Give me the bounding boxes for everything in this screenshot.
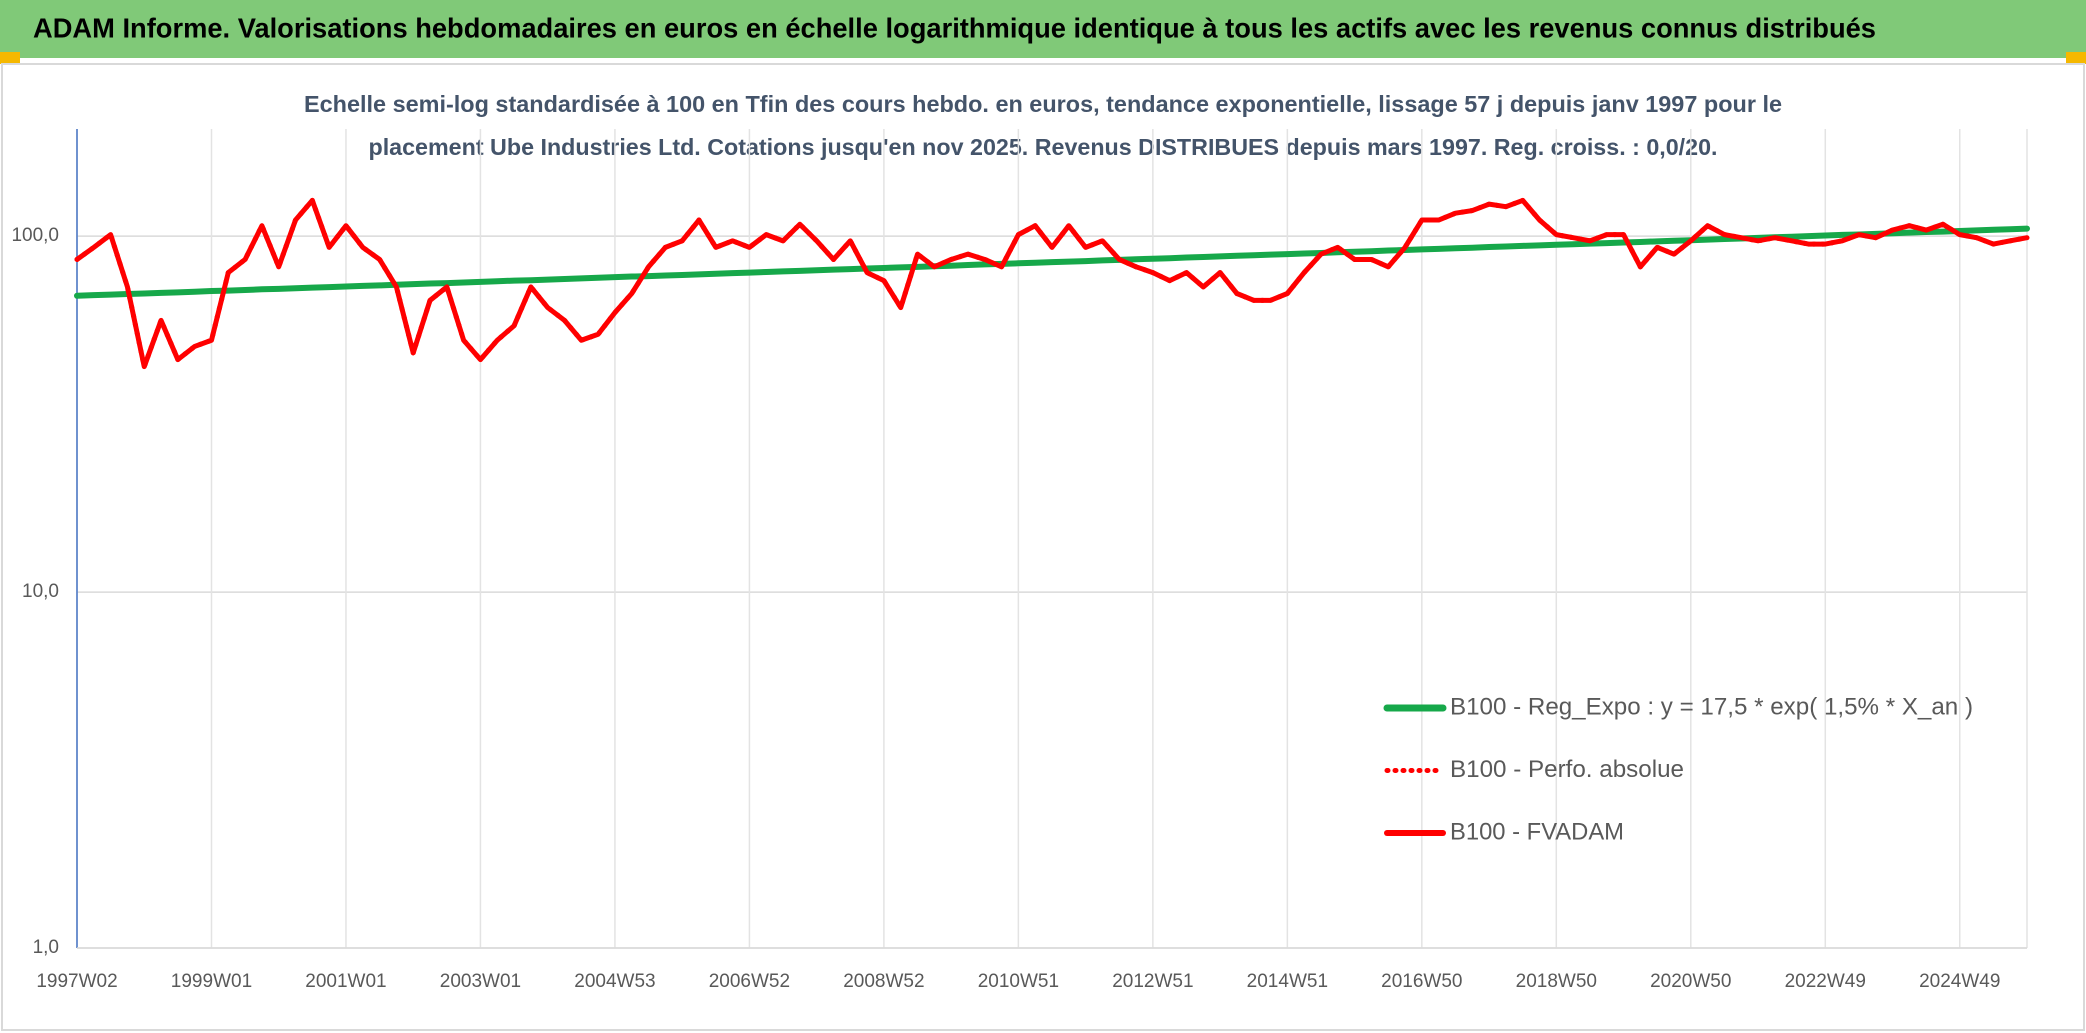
x-tick-label: 2006W52 (709, 971, 790, 992)
series-line (74, 197, 2030, 370)
x-tick-label: 2014W51 (1247, 971, 1328, 992)
x-tick-label: 2020W50 (1650, 971, 1731, 992)
corner-mark (2066, 52, 2086, 64)
x-tick-label: 2022W49 (1785, 971, 1866, 992)
x-tick-label: 1999W01 (171, 971, 252, 992)
x-tick-label: 2004W53 (574, 971, 655, 992)
chart-subtitle: Echelle semi-log standardisée à 100 en T… (304, 91, 1782, 117)
x-tick-label: 2012W51 (1112, 971, 1193, 992)
y-tick-label: 1,0 (33, 937, 59, 958)
legend-label: B100 - Reg_Expo : y = 17,5 * exp( 1,5% *… (1450, 693, 1973, 720)
x-tick-label: 2008W52 (843, 971, 924, 992)
y-tick-label: 10,0 (22, 581, 59, 602)
x-tick-label: 2010W51 (978, 971, 1059, 992)
legend-label: B100 - Perfo. absolue (1450, 756, 1684, 783)
x-tick-label: 2001W01 (305, 971, 386, 992)
x-tick-label: 2024W49 (1919, 971, 2000, 992)
header-bar (0, 0, 2086, 58)
x-tick-label: 2003W01 (440, 971, 521, 992)
series-line (74, 225, 2030, 299)
x-tick-label: 2018W50 (1516, 971, 1597, 992)
header-title: ADAM Informe. Valorisations hebdomadaire… (33, 12, 1876, 43)
x-tick-label: 1997W02 (36, 971, 117, 992)
corner-mark (0, 52, 20, 64)
y-tick-label: 100,0 (11, 225, 59, 246)
x-tick-label: 2016W50 (1381, 971, 1462, 992)
chart-panel (1, 63, 2085, 1031)
chart-subtitle: placement Ube Industries Ltd. Cotations … (369, 134, 1718, 160)
legend-label: B100 - FVADAM (1450, 818, 1624, 845)
